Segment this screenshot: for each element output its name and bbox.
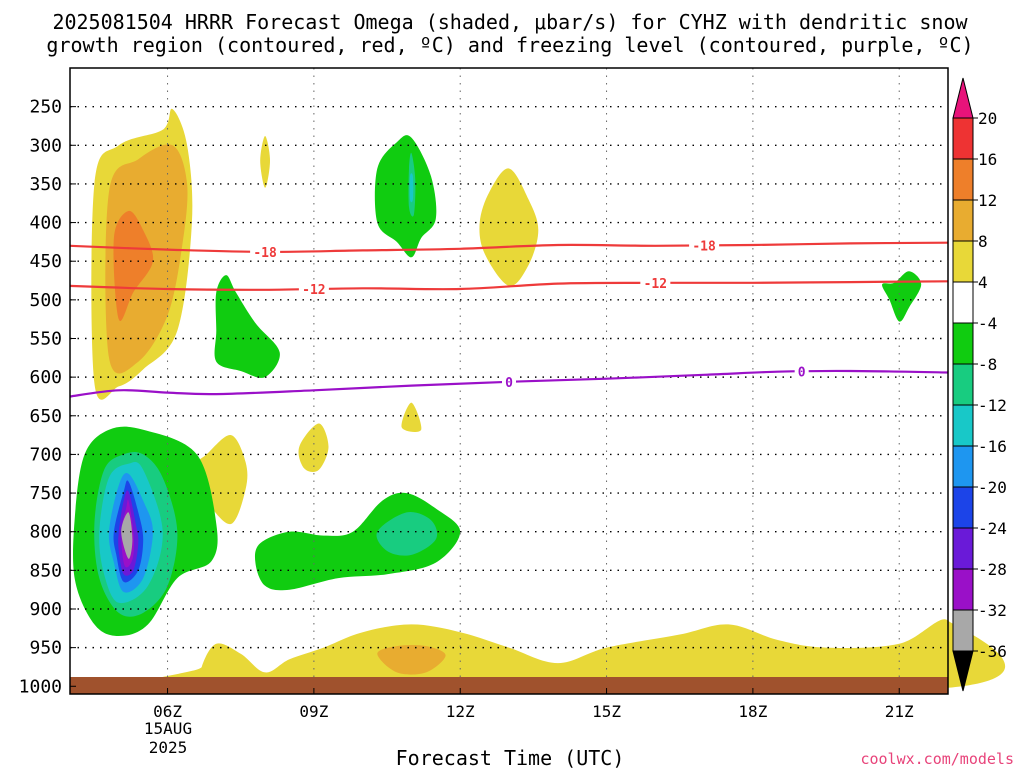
isotherm-label-2-0: 0 [505,376,513,391]
x-tick-label-09Z: 09Z [299,702,328,721]
colorbar-band-11 [952,568,974,611]
omega-region-3 [260,136,270,188]
ground-surface [70,677,948,694]
omega-region-23 [376,511,438,556]
colorbar-top-arrow [952,77,974,119]
y-tick-label-250: 250 [29,97,62,118]
y-tick-label-950: 950 [29,638,62,659]
x-tick-label-21Z: 21Z [885,702,914,721]
colorbar-band-8 [952,445,974,488]
isotherm-label-0-0: -18 [253,246,277,261]
date-label-year: 2025 [149,738,188,757]
isotherm-label-bg-0-1 [689,238,720,253]
x-tick-label-18Z: 18Z [738,702,767,721]
isotherm-line-1 [69,280,949,291]
y-tick-label-750: 750 [29,483,62,504]
colorbar-band-3 [952,240,974,283]
colorbar-label-11: -28 [978,560,1007,579]
omega-colorbar: 20 16 12 8 4 -4 -8 -12 -16 -20 -24 -28 -32 -36 [952,77,1007,692]
colorbar-label-7: -12 [978,396,1007,415]
temperature-contours: -18 -18 -12 -12 0 0 [69,238,949,398]
colorbar-label-12: -32 [978,601,1007,620]
omega-region-24 [882,271,922,322]
colorbar-label-8: -16 [978,437,1007,456]
omega-region-13 [214,275,280,378]
colorbar-band-5 [952,322,974,365]
time-axis: 06Z 09Z 12Z 15Z 18Z 21Z [153,688,914,721]
plot-frame [69,67,949,695]
y-tick-label-900: 900 [29,599,62,620]
colorbar-label-4: 4 [978,273,988,292]
isotherm-label-bg-1-0 [298,282,329,297]
y-tick-label-300: 300 [29,135,62,156]
chart-title-line2: growth region (contoured, red, ºC) and f… [46,33,973,57]
x-axis-title: Forecast Time (UTC) [396,746,625,768]
isotherm-label-bg-1-1 [640,275,671,290]
colorbar-band-12 [952,609,974,652]
colorbar-band-6 [952,363,974,406]
omega-region-2 [113,210,154,322]
isotherm-label-1-1: -12 [644,277,667,292]
x-tick-label-12Z: 12Z [446,702,475,721]
colorbar-label-5: -4 [978,314,997,333]
omega-region-9 [377,645,446,675]
y-tick-label-600: 600 [29,367,62,388]
isotherm-label-bg-0-0 [250,244,281,259]
omega-region-21 [121,512,133,559]
isotherm-label-bg-2-0 [502,374,516,389]
y-tick-label-450: 450 [29,251,62,272]
omega-region-8 [145,619,1006,694]
omega-region-4 [479,168,539,287]
y-tick-label-1000: 1000 [19,676,62,697]
y-tick-label-850: 850 [29,560,62,581]
isotherm-line-2 [69,369,949,398]
plot-area: -18 -18 -12 -12 0 0 [69,67,1006,695]
pressure-axis: 250 300 350 400 450 500 550 600 650 700 750 800 850 9… [19,97,76,697]
colorbar-label-2: 12 [978,191,997,210]
y-tick-label-350: 350 [29,174,62,195]
omega-region-10 [374,135,437,258]
colorbar-band-1 [952,158,974,201]
omega-region-5 [401,402,422,432]
colorbar-label-6: -8 [978,355,997,374]
isotherm-label-2-1: 0 [798,365,806,380]
isotherm-label-0-1: -18 [692,239,716,254]
isotherm-label-bg-2-1 [794,364,809,379]
colorbar-label-9: -20 [978,478,1007,497]
colorbar-label-1: 16 [978,150,997,169]
colorbar-label-13: -36 [978,642,1007,661]
colorbar-band-7 [952,404,974,447]
credit-link[interactable]: coolwx.com/models [860,750,1014,768]
colorbar-band-10 [952,527,974,570]
y-tick-label-700: 700 [29,444,62,465]
date-label-day: 15AUG [144,719,192,738]
chart-title-line1: 2025081504 HRRR Forecast Omega (shaded, … [52,10,968,34]
x-tick-label-06Z: 06Z [153,702,182,721]
y-tick-label-500: 500 [29,290,62,311]
isotherm-label-1-0: -12 [302,283,325,298]
colorbar-band-4 [952,281,974,324]
colorbar-label-3: 8 [978,232,988,251]
y-tick-label-650: 650 [29,406,62,427]
colorbar-bottom-arrow [952,650,974,692]
colorbar-label-10: -24 [978,519,1007,538]
y-tick-label-400: 400 [29,213,62,234]
omega-region-7 [298,423,329,473]
isotherm-line-0 [69,241,949,254]
y-tick-label-550: 550 [29,328,62,349]
colorbar-band-9 [952,486,974,529]
colorbar-band-2 [952,199,974,242]
omega-region-12 [409,173,414,203]
colorbar-label-0: 20 [978,109,997,128]
y-tick-label-800: 800 [29,522,62,543]
x-tick-label-15Z: 15Z [592,702,621,721]
omega-region-6 [191,435,248,525]
colorbar-band-0 [952,117,974,160]
